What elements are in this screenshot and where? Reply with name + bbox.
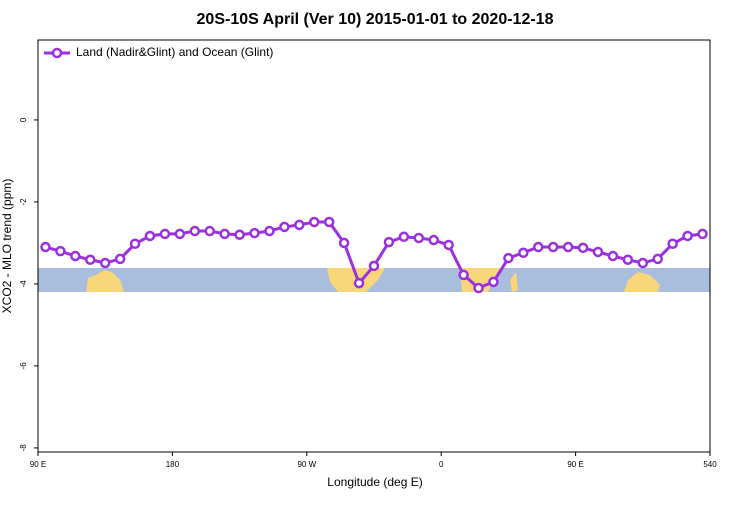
data-point	[592, 246, 604, 258]
data-point	[562, 241, 574, 253]
x-tick-label: 90 E	[30, 460, 46, 469]
data-point	[204, 225, 215, 237]
legend-marker	[51, 47, 63, 59]
data-point	[637, 257, 649, 269]
data-point	[413, 232, 425, 244]
data-point	[503, 252, 514, 264]
data-point	[533, 241, 544, 253]
data-point	[547, 241, 559, 253]
data-point	[473, 282, 484, 294]
data-point	[40, 241, 51, 253]
data-point	[697, 228, 708, 240]
data-point	[323, 216, 335, 228]
data-point	[338, 237, 350, 249]
data-point	[443, 239, 454, 251]
data-point	[114, 253, 126, 265]
y-tick-label: -8	[19, 444, 28, 452]
data-point	[249, 227, 260, 239]
y-tick-label: -4	[19, 280, 28, 288]
data-point	[353, 277, 365, 289]
x-tick-label: 180	[166, 460, 180, 469]
x-tick-label: 540	[703, 460, 717, 469]
y-axis-label: XCO2 - MLO trend (ppm)	[0, 179, 14, 314]
plot-frame	[37, 39, 711, 453]
x-axis-label: Longitude (deg E)	[327, 475, 422, 489]
data-point	[99, 257, 111, 269]
data-point	[85, 254, 96, 265]
x-tick-label: 90 W	[297, 460, 316, 469]
data-point	[234, 229, 245, 240]
data-point	[383, 236, 395, 248]
data-point	[577, 242, 589, 254]
data-point	[488, 276, 499, 288]
data-point	[159, 228, 171, 240]
y-tick-label: -6	[19, 362, 28, 370]
x-tick-label: 0	[439, 460, 444, 469]
data-point	[264, 225, 275, 237]
data-point	[428, 234, 439, 246]
data-point	[294, 219, 305, 231]
data-point	[309, 216, 320, 228]
data-point	[652, 253, 663, 265]
map-strip	[38, 268, 710, 292]
data-point	[129, 238, 141, 249]
data-point	[682, 230, 693, 242]
y-tick-label: -2	[19, 198, 28, 206]
data-point	[368, 260, 380, 272]
x-tick-label: 90 E	[567, 460, 583, 469]
y-tick-label: 0	[19, 117, 28, 122]
data-point	[189, 225, 201, 237]
data-point	[144, 230, 156, 242]
data-point	[622, 254, 634, 265]
data-point	[174, 228, 186, 240]
legend-label: Land (Nadir&Glint) and Ocean (Glint)	[76, 45, 273, 59]
chart-title: 20S-10S April (Ver 10) 2015-01-01 to 202…	[197, 11, 554, 28]
data-point	[398, 231, 410, 243]
data-point	[70, 250, 81, 262]
data-point	[458, 269, 469, 281]
data-point	[219, 228, 230, 240]
data-point	[518, 247, 529, 259]
data-point	[279, 221, 290, 233]
data-point	[55, 245, 66, 257]
data-point	[667, 238, 678, 249]
data-point	[607, 250, 619, 262]
